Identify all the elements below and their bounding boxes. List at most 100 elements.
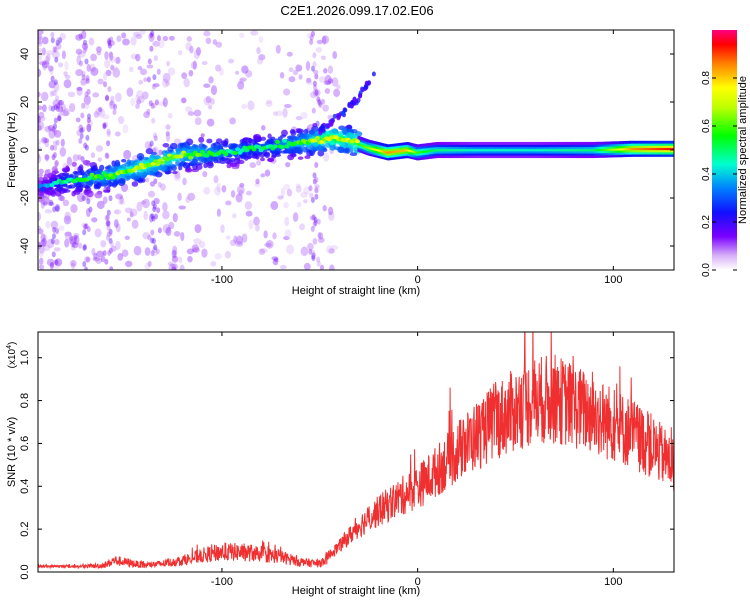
spectrogram-cell (205, 95, 212, 104)
spectrogram-cell (364, 80, 369, 86)
spectrogram-cell (312, 178, 317, 185)
spectrogram-cell (239, 148, 245, 153)
spectrogram-cell (155, 248, 160, 255)
spectrogram-cell (135, 33, 143, 40)
spectrogram-cell (38, 250, 44, 258)
spectrogram-cell (113, 209, 122, 215)
spectrogram-cell (209, 97, 215, 105)
spectrogram-cell (213, 175, 219, 184)
spectrogram-cell (105, 214, 110, 221)
spectrogram-cell (83, 45, 88, 52)
spectrogram-cell (150, 151, 158, 156)
spectrogram-cell (187, 111, 195, 116)
spectrogram-cell (245, 70, 253, 78)
spectrogram-cell (44, 55, 50, 65)
spectrogram-cell (275, 44, 281, 54)
spectrogram-cell (314, 162, 319, 168)
spectrogram-cell (94, 192, 103, 199)
spectrogram-cell (286, 188, 293, 197)
spectrogram-cell (66, 174, 74, 179)
spectrogram-cell (38, 115, 42, 125)
spectrogram-cell (149, 170, 155, 175)
spectrogram-cell (153, 156, 160, 160)
spectrogram-x-label: Height of straight line (km) (292, 285, 420, 297)
spectrogram-cell (57, 100, 65, 106)
spectrogram-cell (152, 83, 160, 88)
spectrogram-cell (50, 37, 55, 44)
spectrogram-cell (149, 45, 154, 52)
spectrogram-cell (143, 77, 148, 82)
spectrogram-cell (42, 234, 48, 243)
spectrogram-cell (260, 136, 267, 141)
spectrogram-cell (221, 185, 227, 193)
spectrogram-cell (86, 180, 93, 185)
spectrogram-cell (109, 36, 114, 43)
spectrogram-cell (105, 95, 109, 102)
spectrogram-cell (200, 133, 205, 138)
spectrogram-cell (260, 173, 266, 178)
spectrogram-cell (62, 199, 70, 207)
spectrogram-cell (203, 83, 211, 88)
spectrogram-cell (168, 221, 175, 230)
spectrogram-cell (316, 218, 321, 225)
spectrogram-cell (108, 230, 113, 237)
spectrogram-cell (284, 216, 290, 227)
spectrogram-cell (84, 58, 89, 65)
spectrogram-cell (88, 206, 93, 213)
spectrogram-cell (57, 115, 62, 122)
spectrogram-cell (76, 86, 83, 91)
spectrogram-cell (54, 203, 61, 213)
spectrogram-cell (39, 240, 46, 247)
spectrogram-cell (78, 137, 83, 144)
spectrogram-cell (344, 147, 350, 154)
spectrogram-cell (322, 147, 328, 153)
spectrogram-cell (89, 63, 96, 73)
spectrogram-cell (55, 228, 60, 234)
spectrogram-cell (95, 256, 103, 265)
spectrogram-cell (308, 185, 313, 192)
spectrogram-cell (41, 47, 46, 56)
spectrogram-cell (130, 98, 135, 107)
spectrogram-cell (124, 235, 130, 241)
spectrogram-cell (70, 262, 76, 270)
spectrogram-cell (317, 149, 325, 157)
spectrogram-cell (64, 211, 71, 222)
spectrogram-cell (107, 42, 112, 49)
spectrogram-cell (286, 51, 293, 57)
spectrogram-cell (38, 120, 45, 131)
spectrogram-cell (43, 196, 50, 204)
spectrogram-cell (311, 214, 316, 221)
spectrogram-cell (111, 160, 116, 167)
spectrogram-cell (104, 59, 111, 69)
spectrogram-cell (142, 198, 150, 209)
spectrogram-cell (246, 156, 252, 160)
spectrogram-cell (187, 192, 196, 201)
spectrogram-cell (51, 105, 55, 112)
spectrogram-cell (39, 264, 45, 270)
spectrogram-cell (53, 129, 58, 135)
spectrogram-cell (60, 188, 69, 192)
spectrogram-cell (305, 80, 313, 86)
spectrogram-cell (306, 32, 313, 39)
spectrogram-cell (87, 176, 93, 180)
spectrogram-cell (86, 124, 92, 132)
spectrogram-cell (150, 30, 155, 37)
spectrogram-cell (198, 241, 206, 249)
spectrogram-cell (219, 67, 224, 77)
spectrogram-cell (149, 213, 154, 223)
spectrogram-cell (320, 55, 326, 61)
spectrogram-cell (63, 183, 68, 188)
spectrogram-cell (152, 206, 157, 213)
spectrogram-cell (329, 264, 335, 270)
spectrogram-cell (53, 47, 58, 54)
spectrogram-panel: -100 0 100 -40 -20 0 20 40 Height of straight … (6, 29, 675, 297)
spectrogram-cell (70, 238, 76, 248)
spectrogram-cell (142, 156, 149, 161)
spectrogram-cell (53, 247, 61, 252)
spectrogram-cell (272, 258, 279, 266)
spectrogram-cell (162, 201, 168, 212)
spectrogram-cell (52, 226, 57, 233)
spectrogram-cell (152, 74, 157, 81)
spectrogram-cell (113, 209, 120, 215)
spectrogram-cell (106, 219, 111, 226)
